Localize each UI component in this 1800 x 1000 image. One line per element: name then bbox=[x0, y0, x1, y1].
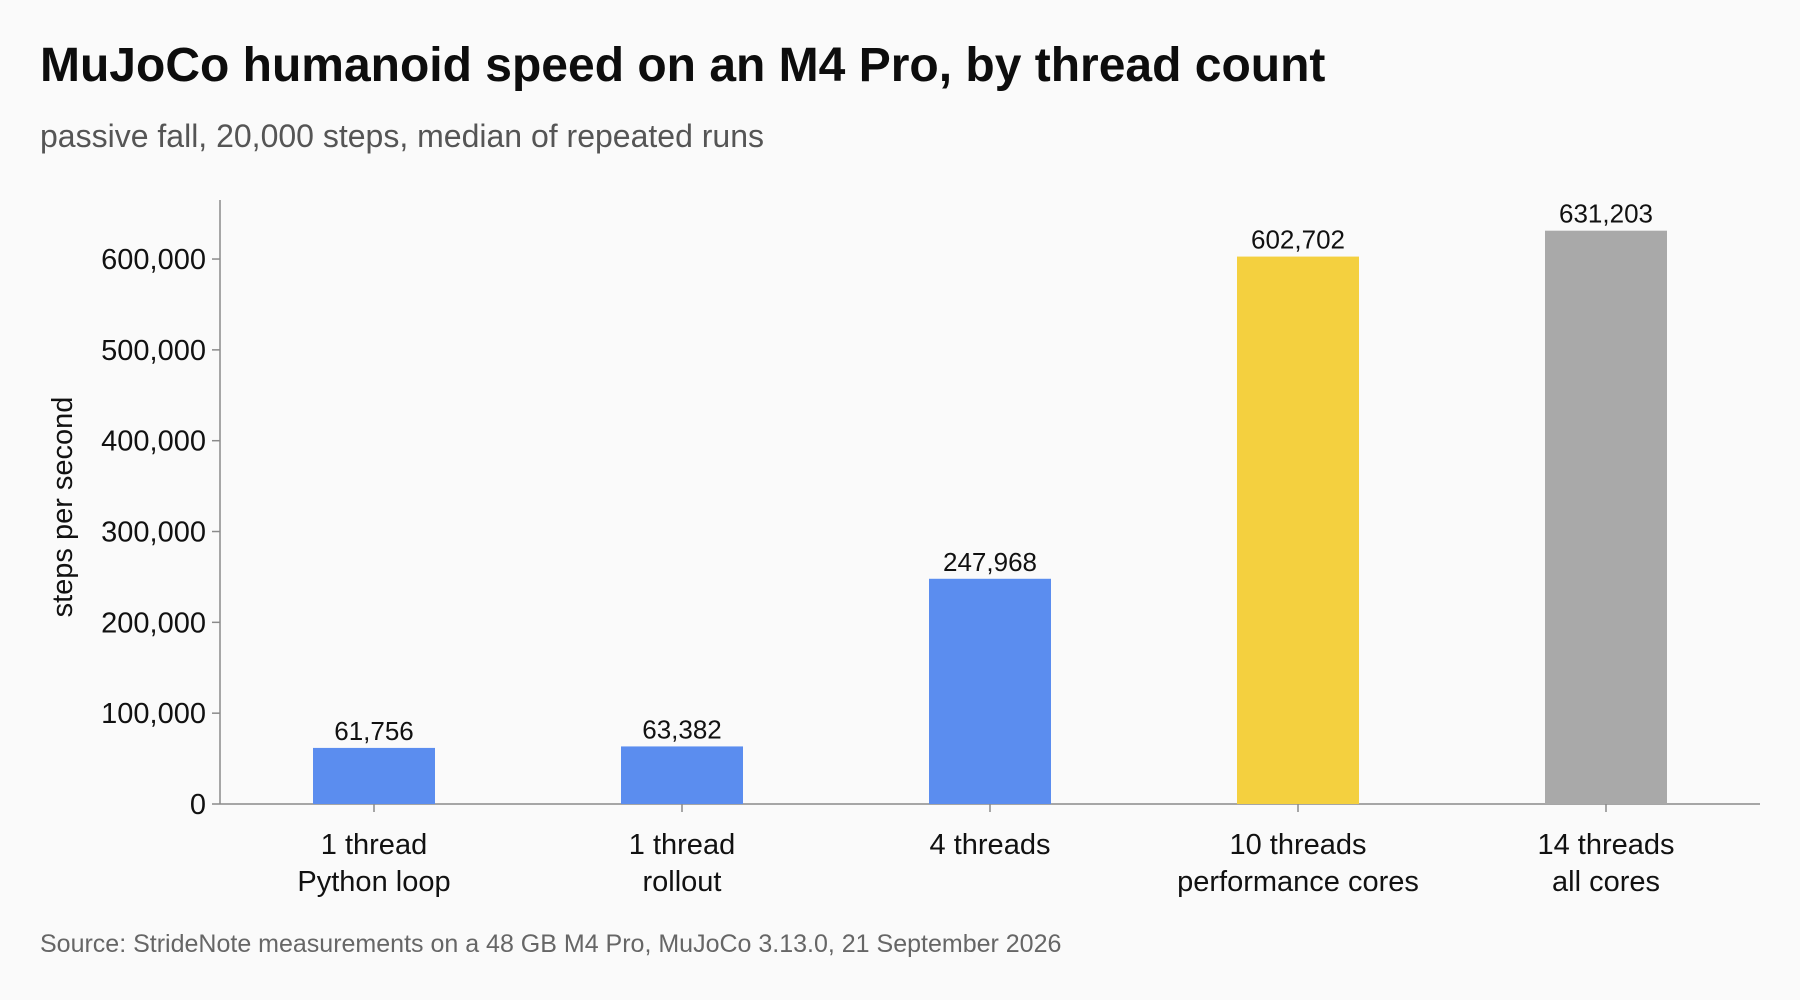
y-tick-label: 0 bbox=[190, 789, 206, 821]
x-tick-label: 4 threads bbox=[930, 829, 1051, 861]
y-tick-label: 600,000 bbox=[101, 244, 206, 276]
x-tick-label-line: all cores bbox=[1552, 866, 1660, 898]
y-tick-label: 400,000 bbox=[101, 426, 206, 458]
x-tick-label-line: 14 threads bbox=[1537, 829, 1674, 861]
x-axis: 1 thread Python loop 1 thread rollout 4 thre… bbox=[220, 803, 1760, 898]
chart-subtitle: passive fall, 20,000 steps, median of re… bbox=[40, 118, 764, 154]
y-tick-label: 100,000 bbox=[101, 698, 206, 730]
data-label: 247,968 bbox=[943, 547, 1037, 577]
bar bbox=[1237, 256, 1359, 804]
bar bbox=[313, 747, 435, 804]
data-label: 602,702 bbox=[1251, 225, 1345, 255]
x-tick-label-line: performance cores bbox=[1177, 866, 1419, 898]
y-tick-label: 500,000 bbox=[101, 335, 206, 367]
bar bbox=[929, 578, 1051, 804]
x-tick-label-line: rollout bbox=[643, 866, 722, 898]
bar bbox=[1545, 230, 1667, 804]
y-axis: 0 100,000 200,000 300,000 400,000 500,000 600,… bbox=[101, 200, 221, 821]
y-axis-label: steps per second bbox=[47, 397, 79, 618]
y-tick-label: 300,000 bbox=[101, 517, 206, 549]
bar bbox=[621, 746, 743, 804]
x-tick-label-line: 1 thread bbox=[629, 829, 735, 861]
x-tick-label-line: 1 thread bbox=[321, 829, 427, 861]
data-label: 63,382 bbox=[642, 714, 722, 744]
chart-title: MuJoCo humanoid speed on an M4 Pro, by t… bbox=[40, 39, 1326, 92]
value-labels: 61,756 63,382 247,968 602,702 631,203 bbox=[334, 199, 1653, 746]
x-tick-label: 1 thread Python loop bbox=[297, 829, 450, 898]
x-tick-label-line: 4 threads bbox=[930, 829, 1051, 861]
y-tick-label: 200,000 bbox=[101, 607, 206, 639]
x-tick-label-line: 10 threads bbox=[1229, 829, 1366, 861]
x-tick-label-line: Python loop bbox=[297, 866, 450, 898]
x-tick-label: 1 thread rollout bbox=[629, 829, 735, 898]
bars bbox=[313, 230, 1667, 804]
x-tick-label: 14 threads all cores bbox=[1537, 829, 1674, 898]
data-label: 631,203 bbox=[1559, 199, 1653, 229]
source-note: Source: StrideNote measurements on a 48 … bbox=[40, 930, 1062, 958]
x-tick-label: 10 threads performance cores bbox=[1177, 829, 1419, 898]
data-label: 61,756 bbox=[334, 716, 414, 746]
